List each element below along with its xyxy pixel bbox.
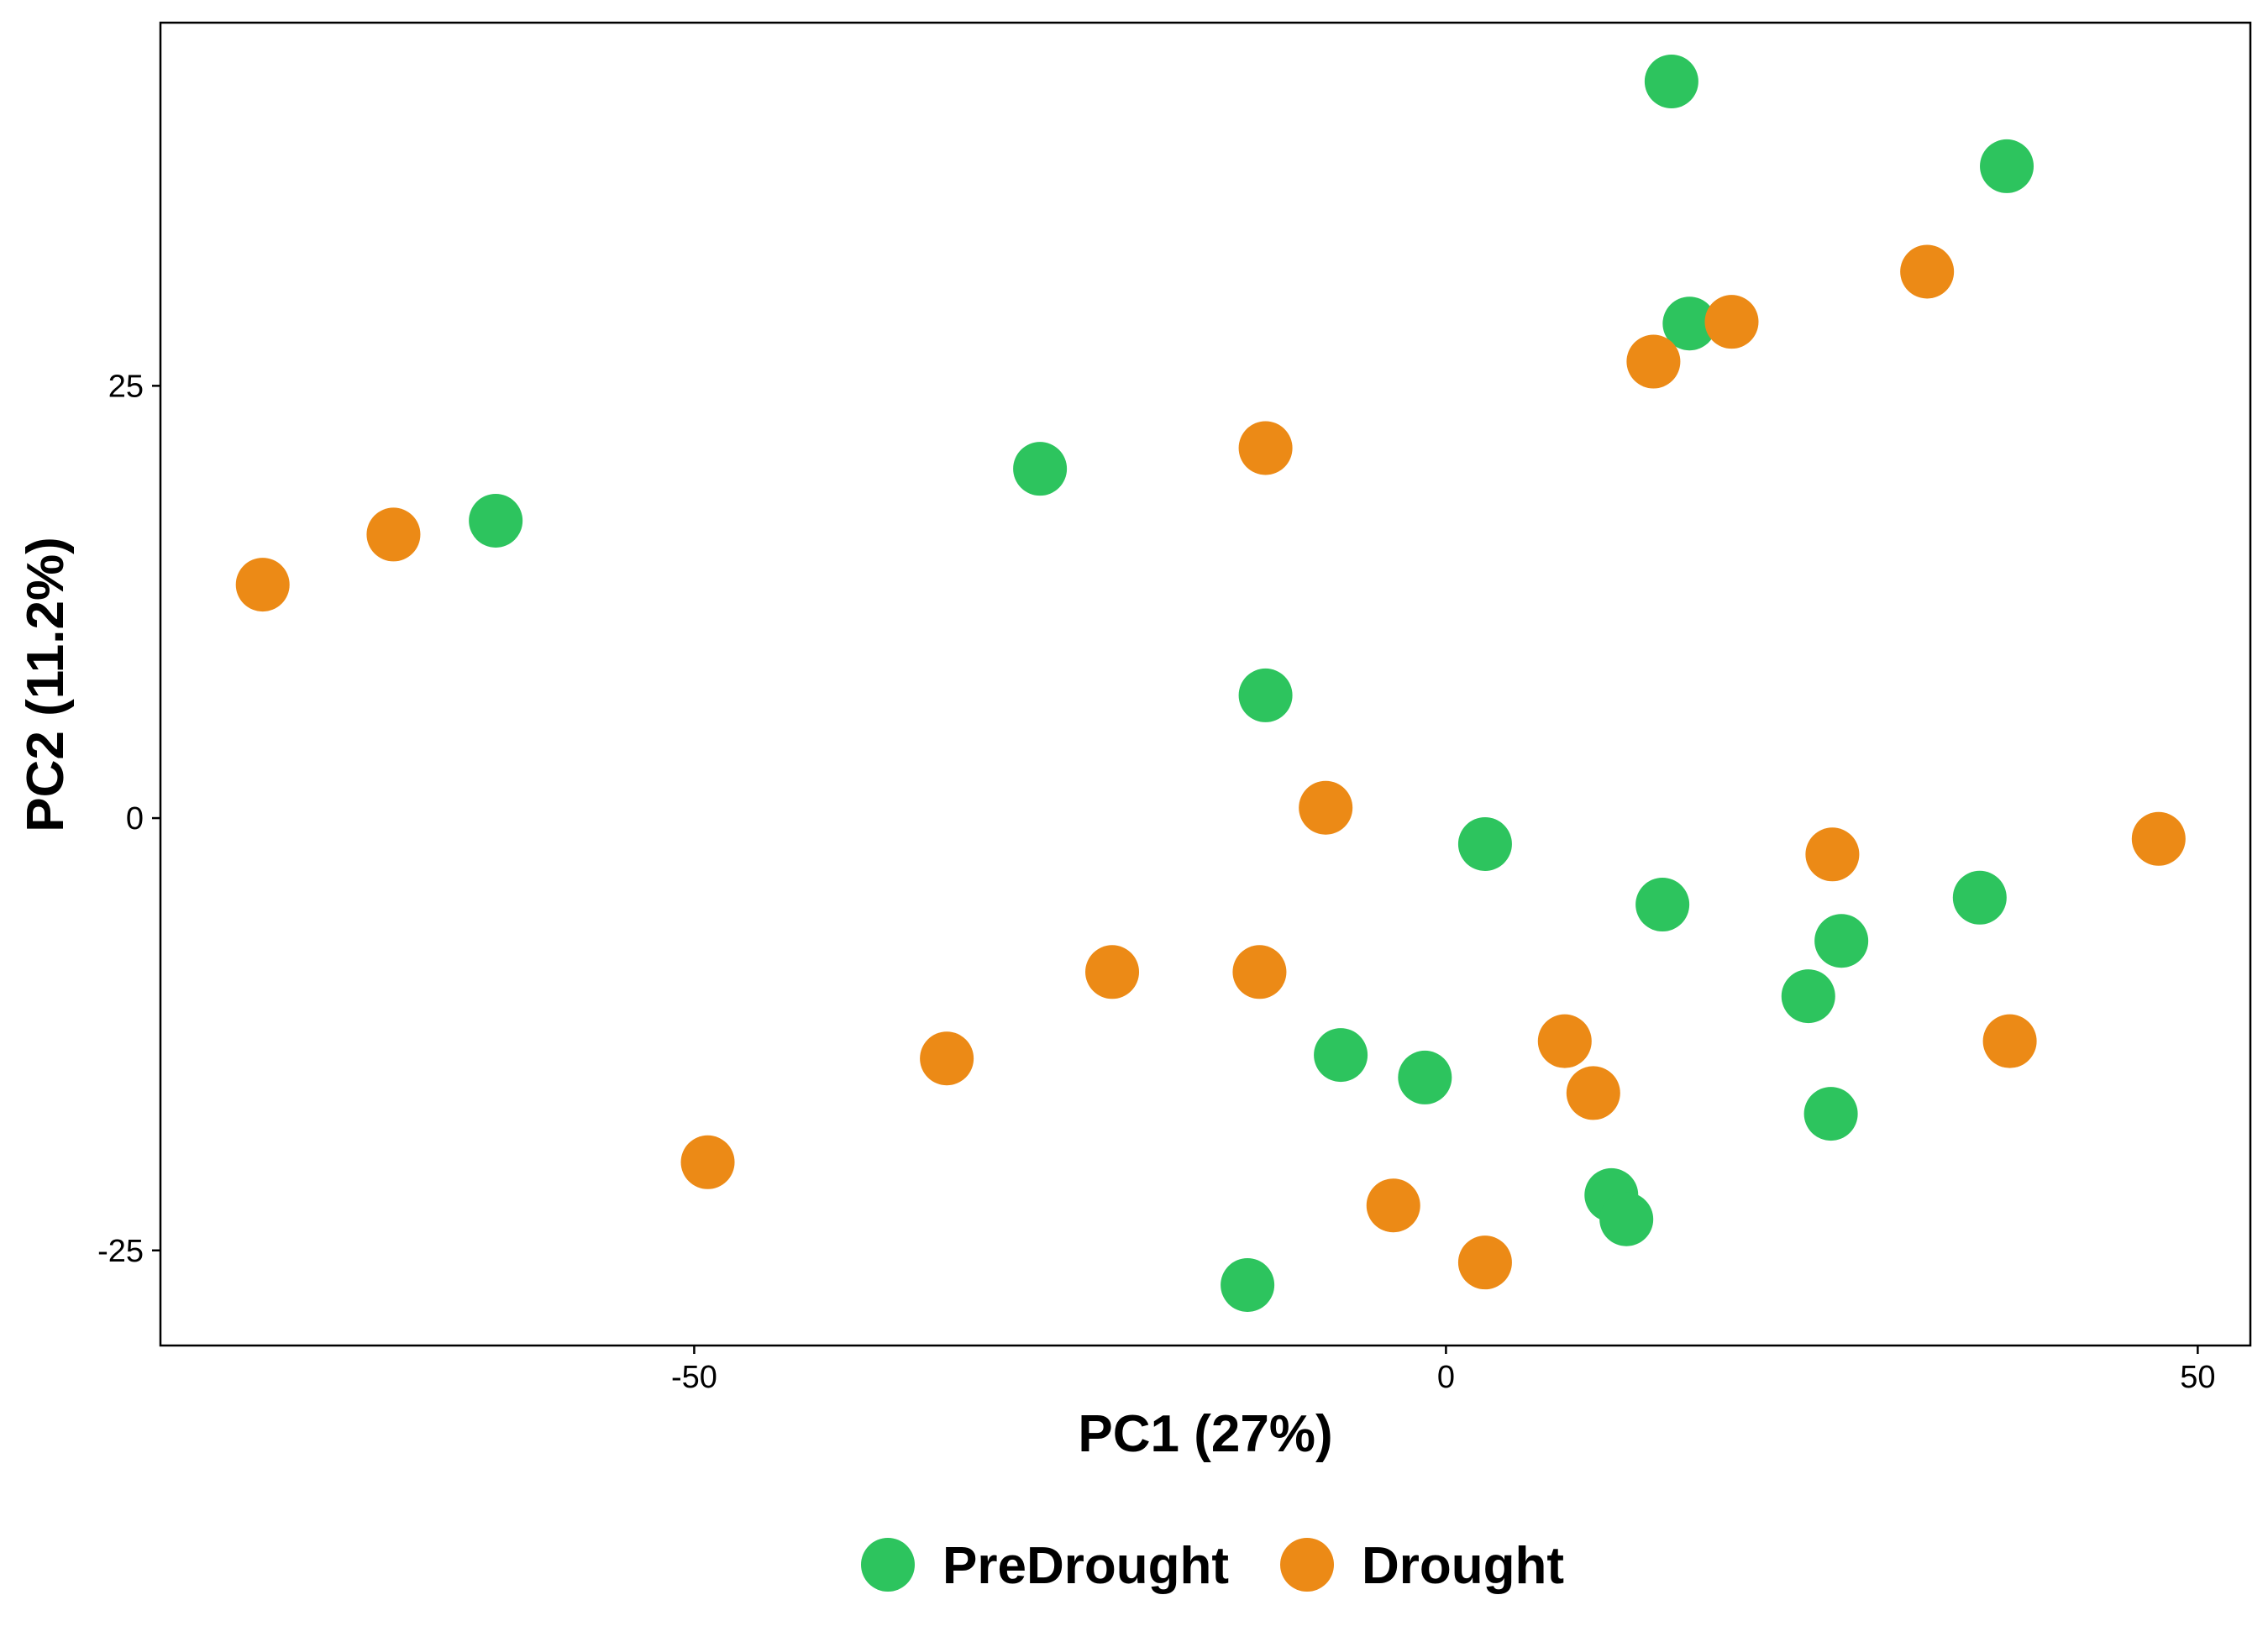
legend: PreDrought Drought <box>861 1537 1564 1595</box>
data-point-predrought <box>1781 969 1835 1024</box>
legend-swatch-predrought <box>861 1538 915 1592</box>
data-point-predrought <box>1980 139 2034 193</box>
data-point-predrought <box>1803 1087 1858 1141</box>
data-point-predrought <box>1013 442 1068 496</box>
data-point-drought <box>920 1031 974 1086</box>
data-point-drought <box>1900 244 1955 299</box>
x-tick-label: 0 <box>1437 1360 1455 1395</box>
x-axis-title: PC1 (27%) <box>1078 1405 1332 1463</box>
data-point-predrought <box>1644 55 1698 108</box>
data-point-predrought <box>1221 1257 1275 1312</box>
y-tick-label: 0 <box>126 801 144 837</box>
data-point-predrought <box>1398 1050 1452 1104</box>
data-point-drought <box>1366 1178 1420 1233</box>
data-point-predrought <box>469 493 523 548</box>
data-point-drought <box>1232 945 1287 999</box>
legend-swatch-drought <box>1280 1538 1334 1592</box>
data-point-predrought <box>1635 878 1690 931</box>
data-point-predrought <box>1238 668 1293 722</box>
data-point-drought <box>1626 334 1681 389</box>
data-point-predrought <box>1662 296 1717 351</box>
data-point-predrought <box>1314 1028 1368 1083</box>
data-point-predrought <box>1814 914 1869 968</box>
legend-label-predrought: PreDrought <box>942 1537 1229 1595</box>
y-axis-title: PC2 (11.2%) <box>17 537 75 832</box>
y-tick-label: -25 <box>97 1234 144 1269</box>
data-point-drought <box>1085 945 1140 999</box>
x-tick-label: 50 <box>2180 1360 2215 1395</box>
data-points <box>235 55 2186 1312</box>
data-point-drought <box>2131 811 2186 866</box>
axis-ticks <box>152 385 2199 1354</box>
data-point-drought <box>1457 1235 1512 1290</box>
y-tick-label: 25 <box>108 369 144 404</box>
data-point-predrought <box>1599 1192 1654 1246</box>
data-point-drought <box>235 558 290 612</box>
data-point-drought <box>1704 295 1759 349</box>
data-point-drought <box>1982 1014 2037 1068</box>
data-point-predrought <box>1952 870 2007 925</box>
data-point-drought <box>1537 1014 1592 1068</box>
x-tick-label: -50 <box>671 1360 717 1395</box>
data-point-drought <box>1566 1066 1620 1120</box>
data-point-drought <box>366 507 421 562</box>
data-point-drought <box>1238 421 1293 475</box>
legend-label-drought: Drought <box>1362 1537 1564 1595</box>
data-point-drought <box>1299 780 1353 835</box>
data-point-drought <box>680 1135 735 1189</box>
data-point-drought <box>1805 827 1860 882</box>
plot-panel-border <box>159 21 2252 1347</box>
data-point-predrought <box>1457 816 1512 871</box>
axis-tick-labels: -50 0 50 -25 0 25 <box>97 369 2215 1395</box>
